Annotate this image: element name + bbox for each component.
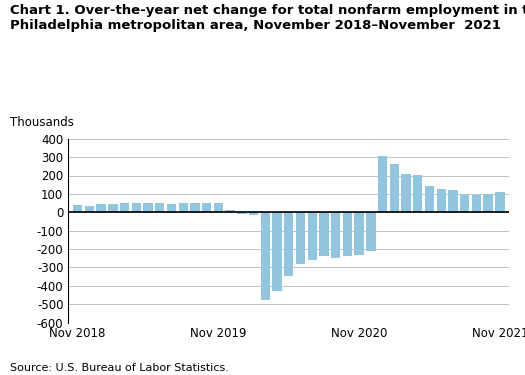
Bar	[425, 186, 434, 212]
Bar	[378, 156, 387, 212]
Bar	[120, 203, 129, 212]
Bar	[436, 189, 446, 212]
Bar	[448, 190, 458, 212]
Bar	[308, 212, 317, 260]
Bar	[97, 204, 106, 212]
Bar	[331, 212, 340, 258]
Bar	[132, 203, 141, 212]
Bar	[366, 212, 375, 251]
Bar	[495, 192, 505, 212]
Bar	[73, 205, 82, 212]
Text: Thousands: Thousands	[10, 116, 75, 129]
Bar	[249, 212, 258, 215]
Bar	[202, 203, 212, 212]
Bar	[237, 212, 247, 214]
Bar	[143, 203, 153, 212]
Bar	[214, 203, 223, 212]
Bar	[460, 195, 469, 212]
Text: Chart 1. Over-the-year net change for total nonfarm employment in the
Philadelph: Chart 1. Over-the-year net change for to…	[10, 4, 525, 32]
Bar	[225, 210, 235, 212]
Bar	[260, 212, 270, 300]
Bar	[190, 203, 200, 212]
Bar	[296, 212, 305, 264]
Bar	[272, 212, 282, 291]
Bar	[155, 203, 164, 212]
Bar	[472, 195, 481, 212]
Bar	[354, 212, 364, 255]
Bar	[413, 175, 423, 212]
Bar	[167, 204, 176, 212]
Bar	[108, 204, 118, 212]
Bar	[284, 212, 293, 276]
Bar	[343, 212, 352, 256]
Bar	[390, 165, 399, 212]
Bar	[178, 203, 188, 212]
Bar	[401, 174, 411, 212]
Bar	[484, 194, 493, 212]
Bar	[319, 212, 329, 256]
Bar	[85, 206, 94, 212]
Text: Source: U.S. Bureau of Labor Statistics.: Source: U.S. Bureau of Labor Statistics.	[10, 363, 229, 373]
